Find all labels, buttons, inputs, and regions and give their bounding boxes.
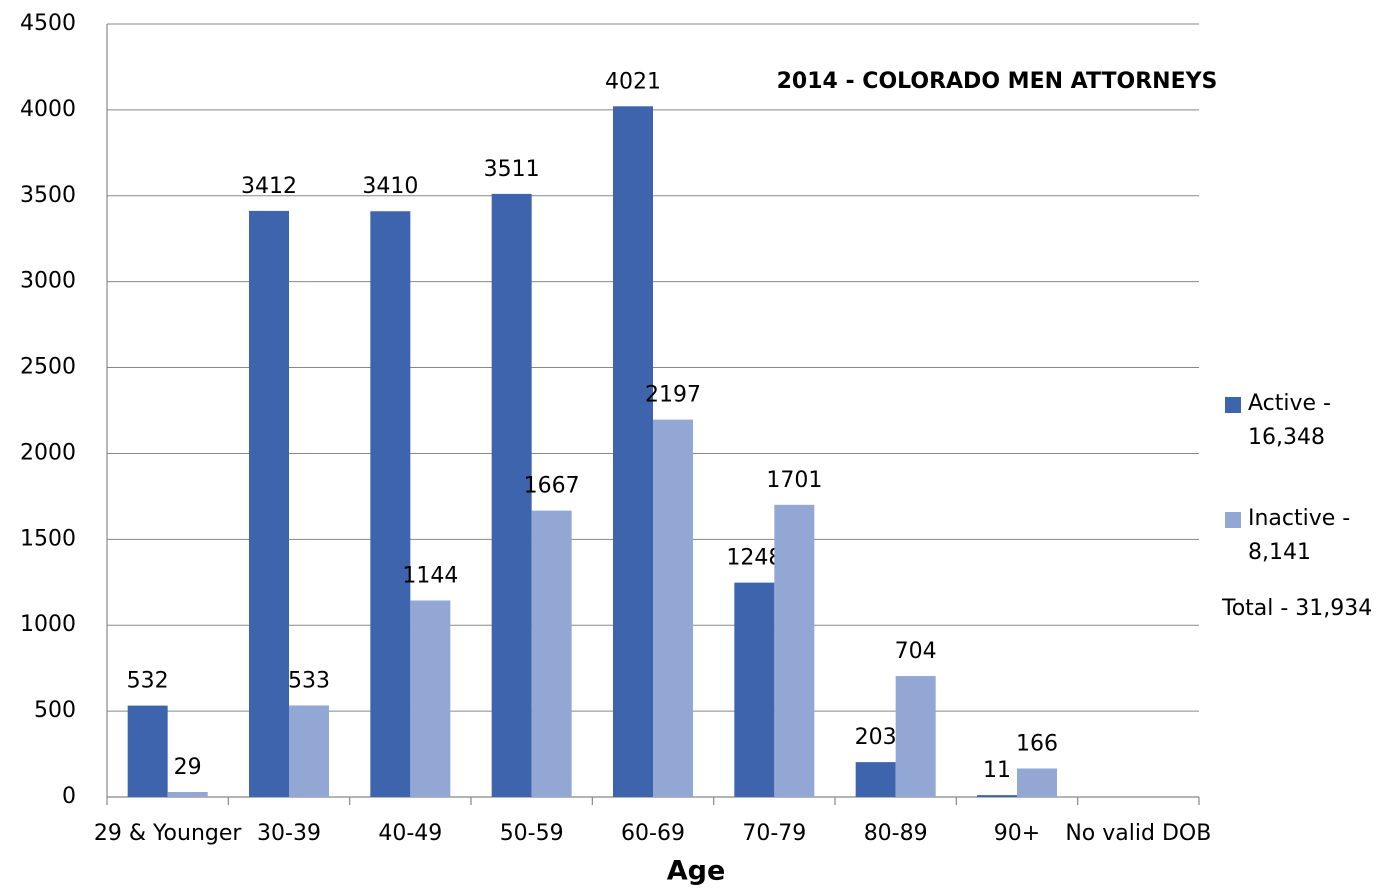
x-tick-label: 29 & Younger: [94, 821, 242, 846]
data-label: 533: [288, 668, 330, 693]
data-label: 704: [895, 639, 937, 664]
bar: [370, 211, 411, 797]
legend-item: Inactive - 8,141: [1248, 506, 1351, 565]
x-axis-label: Age: [667, 856, 726, 887]
bar: [491, 193, 532, 797]
legend-item: Active - 16,348: [1248, 391, 1331, 450]
y-tick-label: 0: [62, 784, 76, 809]
bar: [249, 210, 289, 797]
data-label: 4021: [605, 69, 661, 94]
bar: [977, 795, 1017, 797]
legend-label: Inactive - 8,141: [1248, 506, 1351, 565]
data-label: 3412: [241, 174, 297, 199]
y-tick-label: 2000: [20, 440, 76, 465]
bar: [127, 705, 168, 797]
bar: [167, 792, 208, 797]
y-tick-label: 3500: [20, 183, 76, 208]
data-label: 1248: [726, 546, 782, 571]
bar: [653, 419, 693, 797]
y-tick-label: 4000: [20, 97, 76, 122]
legend-swatch: [1225, 397, 1241, 413]
annotation: Total - 31,934: [1221, 596, 1372, 621]
y-tick-label: 4500: [20, 11, 76, 36]
bar: [895, 676, 936, 797]
data-label: 3410: [362, 174, 418, 199]
x-tick-label: 60-69: [621, 821, 685, 846]
y-tick-label: 1500: [20, 526, 76, 551]
bar: [410, 600, 451, 797]
x-tick-label: 50-59: [500, 821, 564, 846]
data-label: 1144: [402, 563, 458, 588]
x-tick-label: 40-49: [378, 821, 442, 846]
bar: [531, 510, 572, 797]
data-label: 3511: [484, 157, 540, 182]
data-label: 1667: [524, 474, 580, 499]
bar: [289, 705, 329, 797]
data-label: 2197: [645, 383, 701, 408]
y-tick-label: 1000: [20, 612, 76, 637]
data-label: 1701: [766, 468, 822, 493]
bar: [613, 106, 653, 797]
x-tick-label: 30-39: [257, 821, 321, 846]
bar: [855, 762, 896, 797]
bar: [774, 504, 815, 797]
data-label: 203: [855, 725, 897, 750]
x-tick-label: 80-89: [864, 821, 928, 846]
data-label: 29: [174, 755, 202, 780]
data-label: 11: [983, 758, 1011, 783]
x-tick-label: 70-79: [742, 821, 806, 846]
x-tick-label: 90+: [994, 821, 1040, 846]
y-tick-label: 3000: [20, 269, 76, 294]
chart-title: 2014 - COLORADO MEN ATTORNEYS: [777, 69, 1218, 94]
data-label: 166: [1016, 731, 1058, 756]
legend-label: Active - 16,348: [1248, 391, 1331, 450]
y-tick-label: 2500: [20, 355, 76, 380]
x-tick-label: No valid DOB: [1065, 821, 1211, 846]
data-label: 532: [127, 669, 169, 694]
bar: [734, 582, 775, 797]
bar: [1017, 768, 1057, 797]
legend-swatch: [1225, 512, 1241, 528]
y-tick-label: 500: [34, 698, 76, 723]
